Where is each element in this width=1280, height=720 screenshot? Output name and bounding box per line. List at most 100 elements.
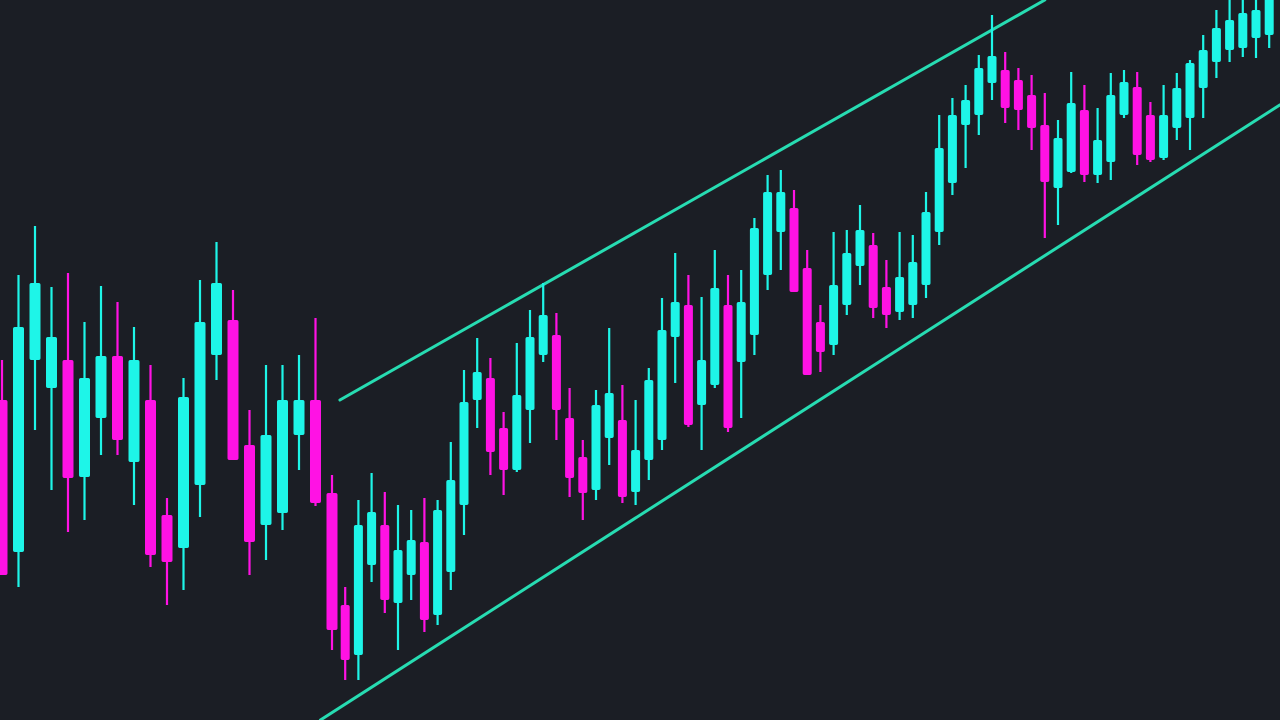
candle-bullish <box>934 115 944 245</box>
candle-body <box>1185 63 1195 118</box>
candle-bullish <box>1238 0 1248 57</box>
candle-bearish <box>112 302 123 455</box>
candle-body <box>525 337 535 410</box>
candle-bearish <box>551 313 561 440</box>
candle-body <box>1079 110 1089 175</box>
candle-body <box>1251 10 1261 38</box>
candle-bearish <box>1079 85 1089 182</box>
candle-bearish <box>617 385 627 503</box>
candle-body <box>1040 125 1050 182</box>
candle-bullish <box>29 226 41 430</box>
candle-bullish <box>947 98 957 195</box>
candle-bearish <box>485 358 495 475</box>
candle-body <box>1211 28 1221 62</box>
candle-body <box>815 322 825 352</box>
candle-body <box>1013 80 1023 110</box>
candle-body <box>1053 138 1063 188</box>
candle-body <box>565 418 575 478</box>
candle-bullish <box>512 343 522 472</box>
candle-body <box>987 56 997 83</box>
candle-bullish <box>921 192 931 298</box>
candle-bullish <box>1053 120 1063 225</box>
candle-body <box>260 435 272 525</box>
candle-bearish <box>1013 68 1023 130</box>
candle-body <box>578 457 588 493</box>
candle-bullish <box>855 205 865 285</box>
candle-bearish <box>499 412 509 495</box>
candle-bullish <box>538 283 548 362</box>
candle-body <box>367 512 377 565</box>
candle-body <box>1145 115 1155 160</box>
candle-bullish <box>895 232 905 320</box>
candle-bearish <box>868 233 878 318</box>
candle-body <box>697 360 707 405</box>
candle-body <box>736 302 746 362</box>
candle-bullish <box>1225 0 1235 62</box>
candle-bullish <box>211 242 222 380</box>
candles <box>0 0 1274 680</box>
candle-bullish <box>670 253 680 383</box>
candle-body <box>512 395 522 470</box>
candle-bearish <box>1040 93 1050 238</box>
candle-bearish <box>565 388 575 497</box>
candle-body <box>749 228 759 335</box>
candle-bullish <box>260 365 272 560</box>
candle-body <box>1172 88 1182 128</box>
candle-bullish <box>433 500 443 625</box>
candle-body <box>921 212 931 285</box>
candle-bearish <box>1132 72 1142 165</box>
candle-bearish <box>683 275 693 427</box>
candle-body <box>244 445 255 542</box>
candle-bullish <box>13 275 24 587</box>
candle-body <box>657 330 667 440</box>
candle-bullish <box>829 232 839 355</box>
candle-bullish <box>128 327 140 505</box>
candle-body <box>789 208 799 292</box>
candle-bullish <box>406 510 416 600</box>
candle-bullish <box>697 297 707 450</box>
candle-bullish <box>591 390 601 500</box>
candle-bullish <box>293 355 305 470</box>
candle-body <box>499 428 509 470</box>
candle-bullish <box>46 287 57 490</box>
candle-body <box>1027 95 1037 128</box>
candle-body <box>776 192 786 232</box>
candle-bearish <box>62 273 74 532</box>
candle-body <box>895 277 905 312</box>
trendlines <box>318 0 1280 720</box>
candle-body <box>310 400 321 503</box>
candle-body <box>538 315 548 355</box>
candle-body <box>46 337 57 388</box>
candle-body <box>842 253 852 305</box>
candle-body <box>1119 82 1129 115</box>
candle-bullish <box>1119 70 1129 118</box>
candle-bullish <box>631 400 641 505</box>
candle-bearish <box>227 290 239 460</box>
candle-bearish <box>145 365 156 567</box>
candle-body <box>1264 0 1274 35</box>
candle-bullish <box>472 338 482 428</box>
candle-bullish <box>367 473 377 582</box>
candle-bearish <box>789 190 799 292</box>
candle-bullish <box>961 85 971 168</box>
candle-bearish <box>881 260 891 328</box>
candle-bullish <box>974 55 984 135</box>
candle-bullish <box>1264 0 1274 48</box>
candle-body <box>227 320 239 460</box>
candle-bullish <box>749 218 759 355</box>
candle-body <box>829 285 839 345</box>
candle-bearish <box>0 360 8 575</box>
candle-body <box>1198 50 1208 88</box>
candle-bearish <box>326 475 338 650</box>
candle-body <box>855 230 865 266</box>
candle-body <box>974 68 984 115</box>
candle-body <box>79 378 90 477</box>
candle-body <box>326 493 338 630</box>
candle-body <box>1132 87 1142 155</box>
candle-body <box>353 525 363 655</box>
candle-body <box>631 450 641 492</box>
candle-bullish <box>353 500 363 680</box>
candle-body <box>763 192 773 275</box>
candle-bullish <box>1211 10 1221 78</box>
